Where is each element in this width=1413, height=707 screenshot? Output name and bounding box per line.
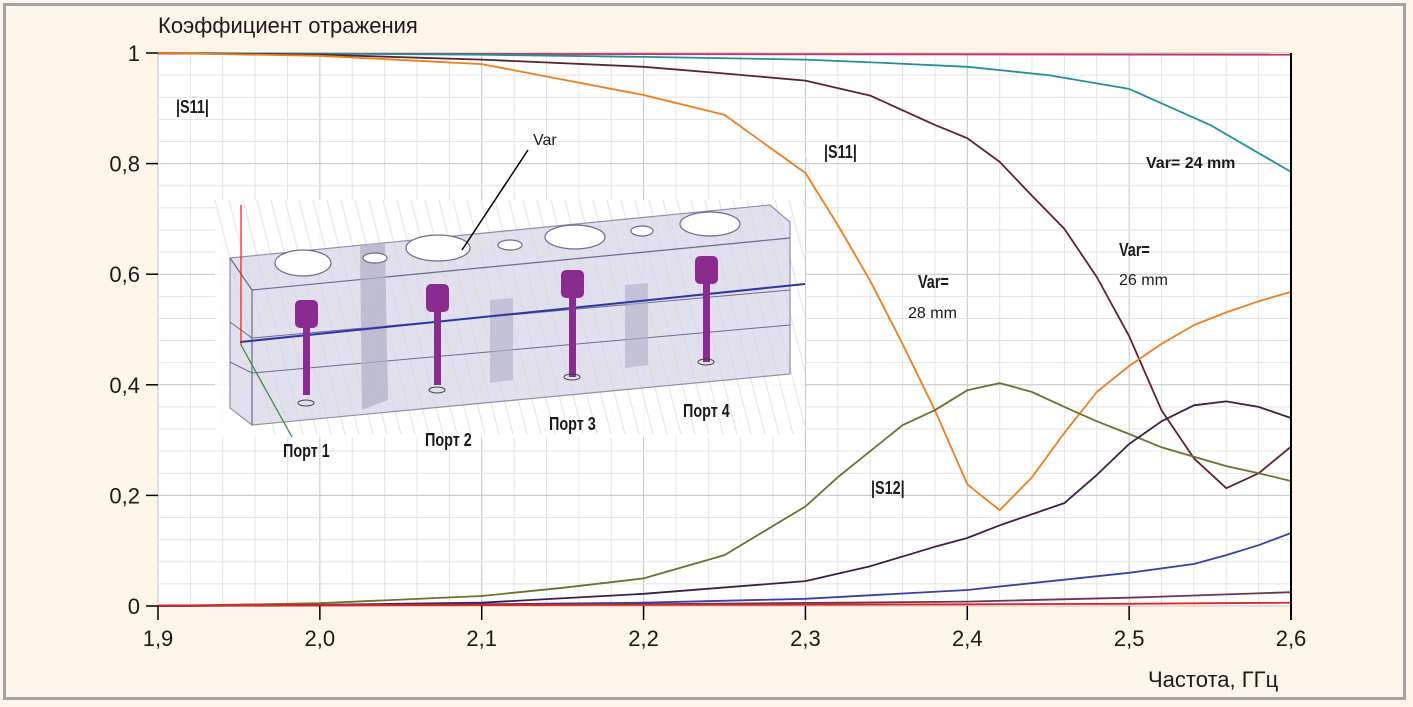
x-tick-label: 2,3	[790, 626, 821, 651]
series-line-low-red	[157, 601, 1292, 607]
label-var-26-a: Var=	[1119, 240, 1150, 260]
series-group	[157, 52, 1292, 607]
partition-3	[625, 283, 648, 368]
figure-frame	[3, 3, 1406, 700]
x-tick-label: 2,2	[628, 626, 659, 651]
y-tick-label: 0	[128, 594, 140, 619]
chart-title: Коэффициент отражения	[158, 13, 418, 38]
port-2-label: Порт 2	[425, 430, 472, 450]
port-3-label: Порт 3	[549, 414, 596, 434]
partition-2	[490, 298, 513, 383]
axis-line-green	[240, 344, 293, 438]
label-var-arrow: Var	[533, 132, 557, 149]
x-tick-label: 1,9	[143, 626, 174, 651]
x-tick-label: 2,1	[466, 626, 497, 651]
y-tick-label: 0,2	[109, 483, 140, 508]
y-tick-label: 0,8	[109, 152, 140, 177]
series-line-s12-var-26-mm	[157, 400, 1292, 607]
port-1-label: Порт 1	[283, 441, 330, 461]
housing-edge-low	[229, 324, 791, 374]
label-var-24-text: Var= 24 mm	[1146, 155, 1236, 172]
series-line-s12-var-24-mm	[157, 532, 1292, 607]
coupling-holes	[274, 211, 741, 277]
x-axis-label: Частота, ГГц	[1148, 667, 1279, 692]
inset-3d-model	[214, 153, 818, 438]
series-line-s11-var-26-mm	[157, 52, 1292, 490]
series-line-s12-var-28-mm	[157, 382, 1292, 607]
axes: 0 0,2 0,4 0,6 0,8 1 1,9 2,0 2,1 2,2 2,3 2,4 2,5 2,6	[109, 41, 1306, 651]
label-var-24: Var= 24 mm	[1146, 155, 1235, 173]
label-var-28-b: 28 mm	[908, 305, 957, 322]
label-var-28-a: Var=	[918, 272, 949, 292]
y-tick-label: 0,6	[109, 262, 140, 287]
x-tick-label: 2,5	[1114, 626, 1145, 651]
label-s11-left: |S11|	[176, 97, 209, 117]
x-tick-label: 2,0	[305, 626, 336, 651]
hatch-line	[804, 153, 818, 201]
axis-line-blue	[239, 283, 806, 343]
housing-edge-mid	[229, 289, 791, 339]
var-arrow	[461, 149, 529, 251]
label-s12: |S12|	[871, 478, 905, 498]
post-bases	[297, 358, 715, 407]
x-tick-label: 2,4	[952, 626, 983, 651]
resonator-posts	[295, 256, 718, 395]
x-tick-label: 2,6	[1276, 626, 1307, 651]
y-tick-label: 1	[128, 41, 140, 66]
port-4-label: Порт 4	[683, 401, 730, 421]
partition-1	[360, 242, 388, 410]
label-var-26-b: 26 mm	[1119, 272, 1168, 289]
hatch-line	[788, 199, 806, 263]
hatch-line	[802, 199, 806, 208]
label-s11-mid: |S11|	[824, 142, 857, 162]
y-tick-label: 0,4	[109, 373, 140, 398]
series-line-s11-var-24-mm	[157, 52, 1292, 173]
series-line-s11-var-28-mm	[157, 52, 1292, 512]
